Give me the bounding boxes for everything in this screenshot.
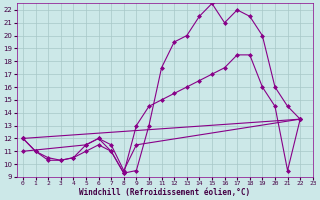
X-axis label: Windchill (Refroidissement éolien,°C): Windchill (Refroidissement éolien,°C) [79,188,250,197]
